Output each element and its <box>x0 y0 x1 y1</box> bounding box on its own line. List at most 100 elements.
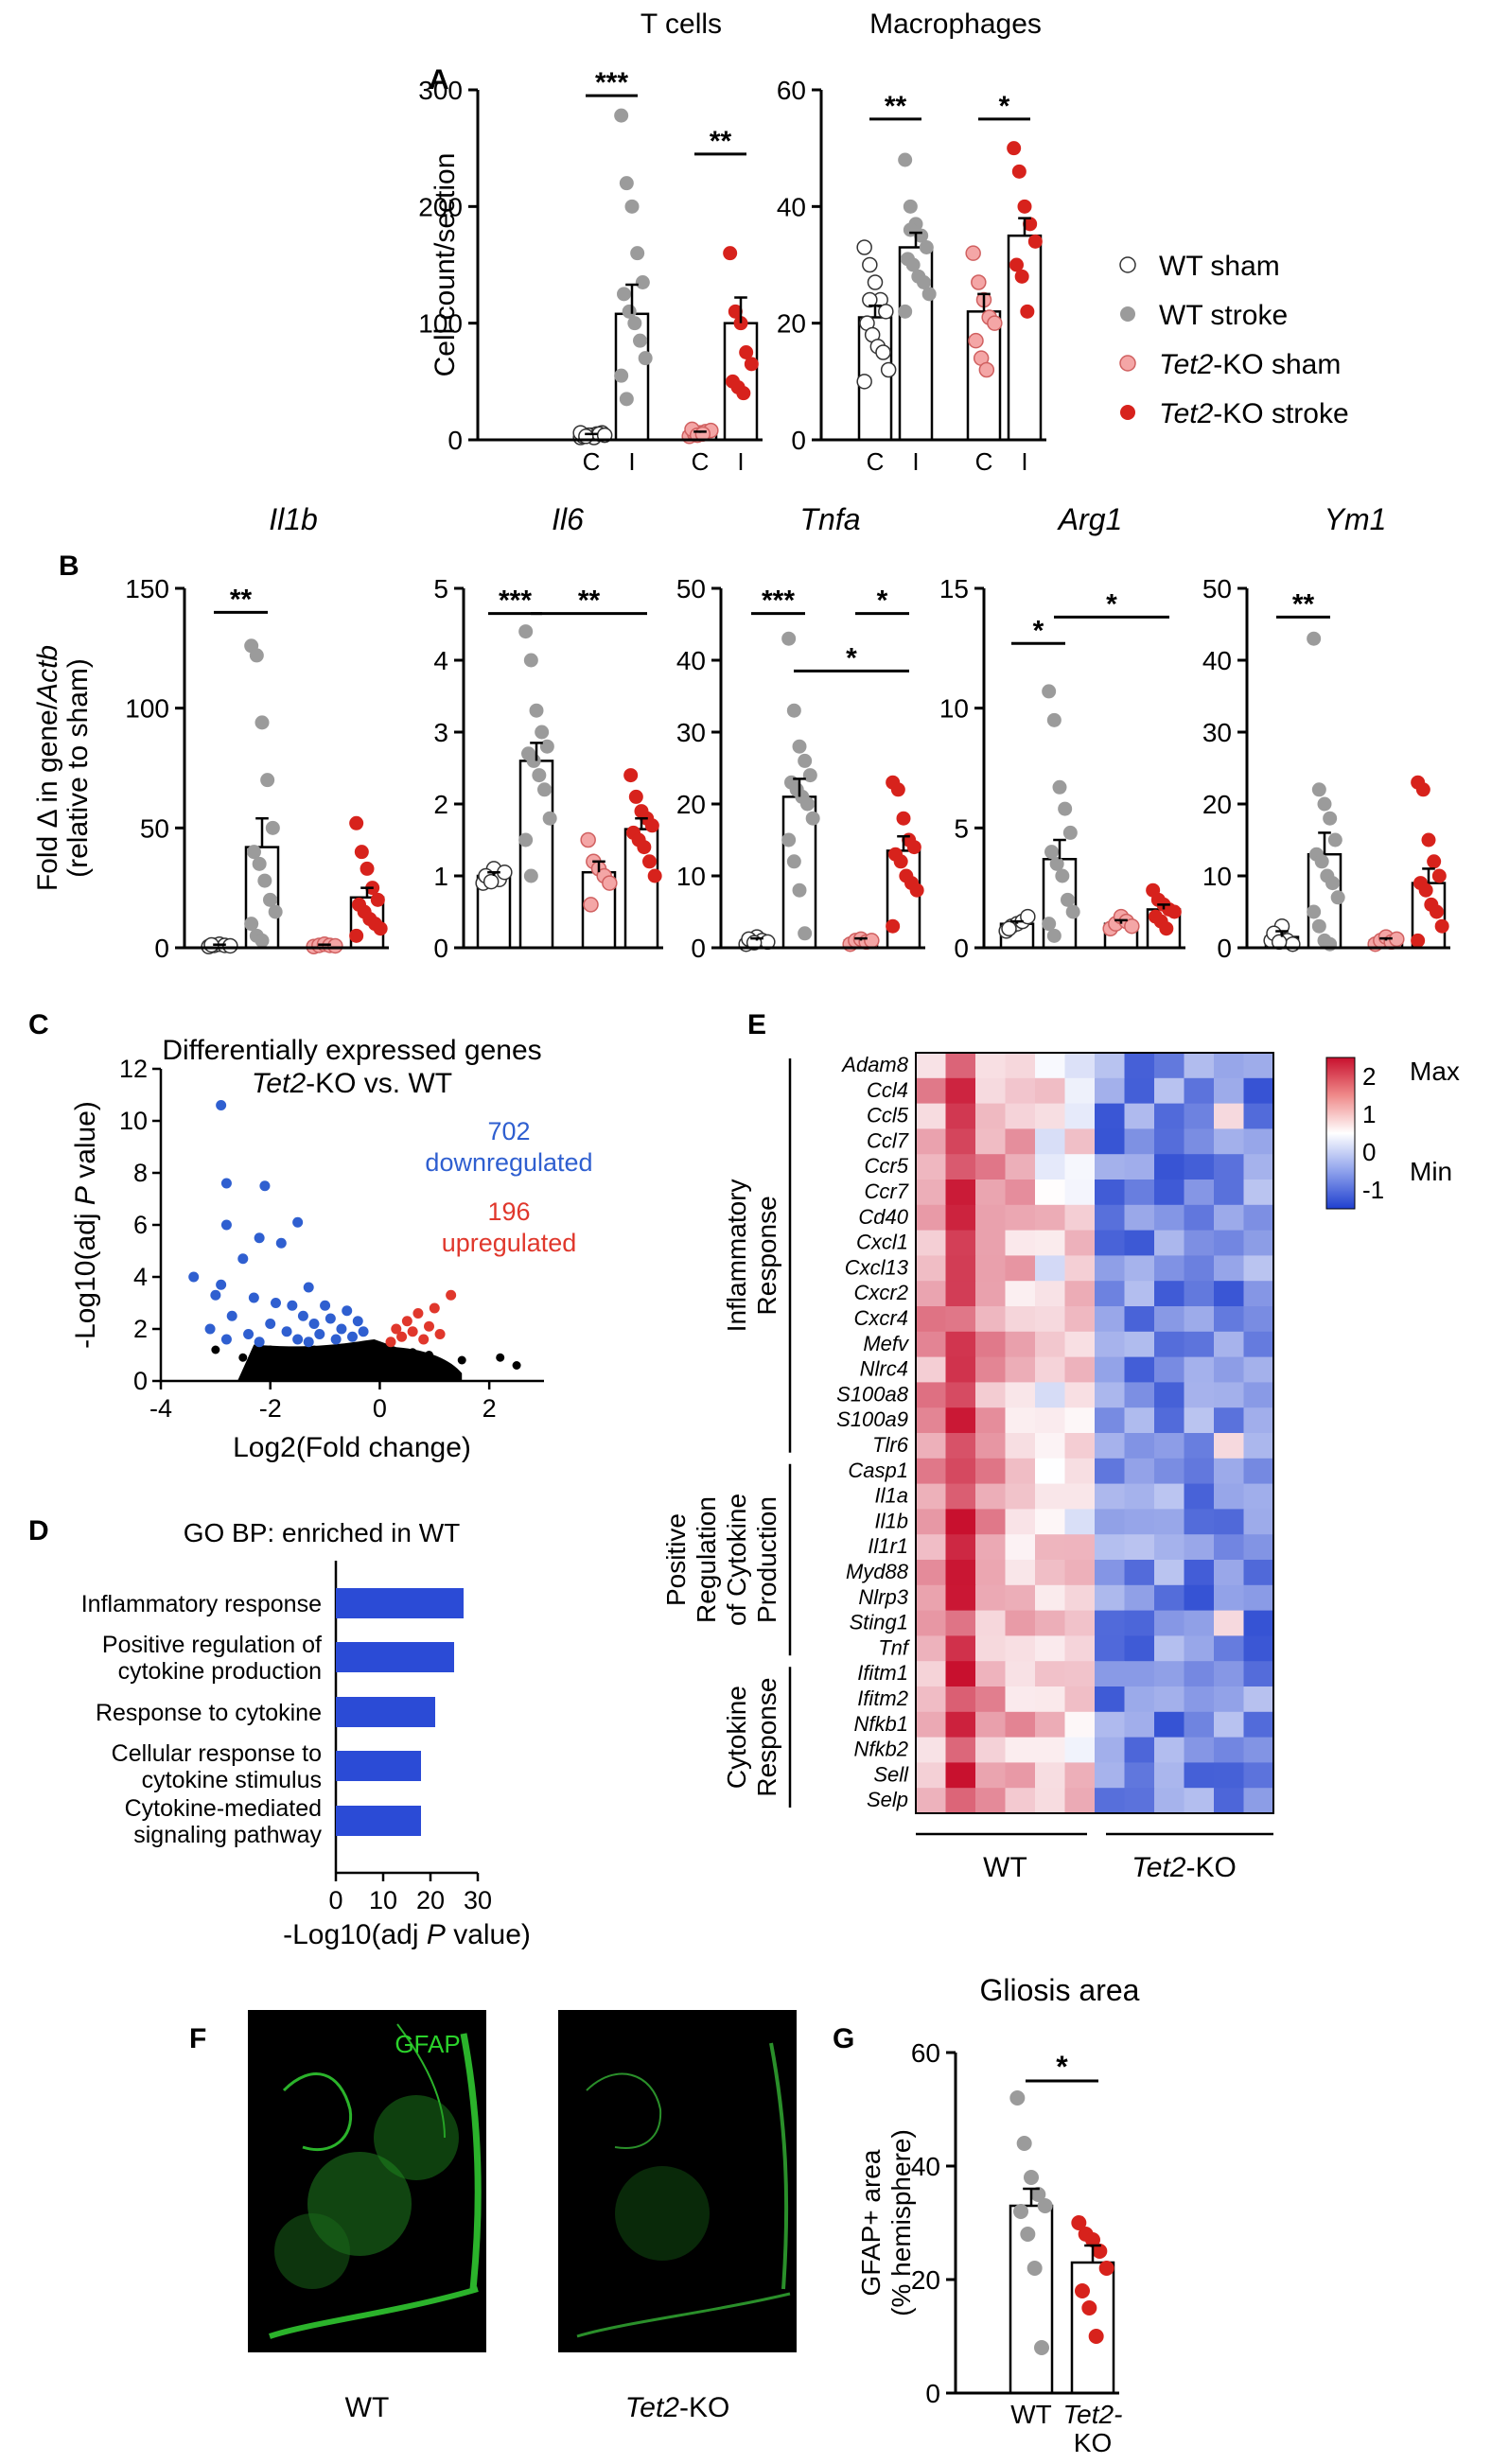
gene-label: Cxcl13 <box>845 1255 909 1279</box>
data-point <box>878 304 894 320</box>
downregulated-count: 702 <box>487 1117 530 1145</box>
bar <box>336 1642 454 1672</box>
gene-label: Cxcr2 <box>854 1281 908 1304</box>
heatmap-cell <box>1005 1560 1036 1586</box>
legend-marker <box>1120 405 1135 420</box>
heatmap-cell <box>1035 1204 1065 1232</box>
data-point <box>875 344 891 360</box>
y-tick-label: 10 <box>119 1107 148 1135</box>
data-point <box>614 368 629 383</box>
data-point <box>614 108 629 123</box>
downregulated-point <box>336 1323 347 1335</box>
data-point <box>1020 304 1035 319</box>
x-tick-label: 0 <box>373 1394 387 1423</box>
y-tick-label: 100 <box>418 309 463 339</box>
group-label: Cytokine <box>722 1686 751 1789</box>
data-point <box>880 361 897 378</box>
downregulated-point <box>188 1271 200 1283</box>
data-point <box>898 152 913 167</box>
heatmap-cell <box>1154 1534 1184 1561</box>
y-tick-label: 40 <box>777 192 806 221</box>
gene-label: Ccl5 <box>867 1104 909 1127</box>
heatmap-cell <box>1124 1737 1155 1763</box>
data-point <box>1009 2090 1026 2106</box>
y-tick-label: 1 <box>433 862 448 891</box>
y-tick-label: 200 <box>418 192 463 221</box>
downregulated-point <box>237 1253 249 1265</box>
data-point <box>644 818 659 833</box>
data-point <box>260 773 275 788</box>
heatmap-cell <box>1124 1661 1155 1687</box>
data-point <box>628 789 643 804</box>
heatmap-cell <box>1124 1154 1155 1180</box>
heatmap-cell <box>1243 1255 1274 1282</box>
heatmap-cell <box>1243 1560 1274 1586</box>
heatmap-cell <box>945 1331 976 1358</box>
heatmap-cell <box>1184 1610 1215 1636</box>
y-tick-label: 20 <box>777 309 806 339</box>
gene-label: Ifitm1 <box>857 1661 908 1685</box>
x-tick-label: C <box>867 447 885 476</box>
nonsignificant-point <box>288 1351 297 1359</box>
nonsignificant-point <box>375 1369 384 1378</box>
panel-letter-e: E <box>747 1009 766 1040</box>
heatmap-cell <box>916 1635 946 1662</box>
heatmap-cell <box>1214 1686 1244 1713</box>
y-tick-label: 100 <box>125 694 169 724</box>
column-label-ko-italic: Tet2 <box>1132 1852 1186 1883</box>
x-tick-label: I <box>628 447 635 476</box>
gfap-caption-ko: Tet2-KO <box>625 2392 730 2423</box>
data-point <box>523 653 538 668</box>
downregulated-point <box>303 1282 314 1293</box>
heatmap-cell <box>1095 1230 1125 1256</box>
heatmap-cell <box>916 1610 946 1636</box>
heatmap-cell <box>975 1077 1006 1105</box>
heatmap-cell <box>1005 1128 1036 1155</box>
y-tick-label: 6 <box>133 1211 148 1239</box>
heatmap-cell <box>1005 1306 1036 1333</box>
y-tick-label: 10 <box>939 694 969 724</box>
heatmap-cell <box>1035 1053 1065 1079</box>
go-enrichment-chart: GO BP: enriched in WT 0 10 20 30 Inflammatory… <box>81 1518 531 1950</box>
heatmap-cell <box>1154 1103 1184 1129</box>
heatmap-cell <box>1124 1483 1155 1510</box>
heatmap-cell <box>916 1737 946 1763</box>
significance-label: *** <box>762 585 795 617</box>
heatmap-cell <box>1005 1661 1036 1687</box>
downregulated-point <box>254 1232 265 1244</box>
data-point <box>529 703 544 718</box>
group-label: Regulation <box>692 1496 721 1623</box>
ym1-chart: 0 10 20 30 40 50 ** Ym1 <box>1202 502 1450 963</box>
data-point <box>1009 257 1024 272</box>
data-point <box>1046 712 1062 727</box>
heatmap-cell <box>1214 1128 1244 1155</box>
heatmap-cell <box>1124 1762 1155 1789</box>
downregulated-point <box>254 1337 265 1348</box>
heatmap-cell <box>916 1103 946 1129</box>
data-point <box>1098 2261 1114 2276</box>
downregulated-point <box>226 1310 237 1321</box>
heatmap-cell <box>945 1584 976 1612</box>
heatmap-cell <box>1035 1154 1065 1180</box>
heatmap-cell <box>1243 1788 1274 1814</box>
data-point <box>781 631 797 646</box>
panel-letter-b: B <box>59 550 79 582</box>
heatmap-cell <box>1184 1584 1215 1612</box>
heatmap-cell <box>1214 1230 1244 1256</box>
heatmap-cell <box>1214 1382 1244 1408</box>
heatmap-cell <box>1064 1661 1096 1687</box>
legend-marker <box>1119 256 1136 273</box>
heatmap-cell <box>1005 1281 1036 1307</box>
heatmap-cell <box>1243 1458 1274 1485</box>
gene-label: Selp <box>867 1788 908 1811</box>
heatmap-cell <box>1214 1077 1244 1105</box>
downregulated-point <box>281 1326 292 1337</box>
heatmap-cell <box>1035 1737 1065 1763</box>
heatmap-cell <box>1214 1635 1244 1662</box>
x-tick-label: C <box>975 447 993 476</box>
heatmap-cell <box>1095 1661 1125 1687</box>
heatmap-cell <box>1035 1635 1065 1662</box>
heatmap-cell <box>1243 1407 1274 1434</box>
heatmap-cell <box>916 1788 946 1814</box>
data-point <box>1325 876 1340 891</box>
